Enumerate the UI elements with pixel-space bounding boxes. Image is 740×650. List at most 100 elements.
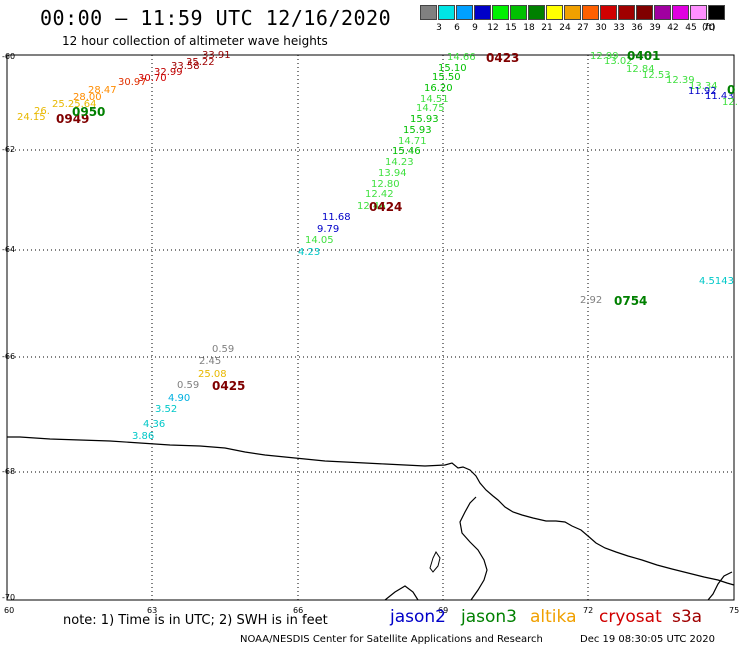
wave-height-reading: 12.53 [642, 70, 671, 81]
scale-label: 70 [703, 23, 715, 33]
wave-height-reading: 30.70 [138, 73, 167, 84]
pass-time-label: 0949 [56, 112, 90, 126]
scale-label: 12 [487, 23, 499, 33]
scale-swatch [636, 5, 653, 20]
wave-height-reading: 14.23 [385, 157, 414, 168]
scale-swatch [456, 5, 473, 20]
longitude-label: 60 [4, 606, 15, 615]
wave-height-reading: 28.00 [73, 92, 102, 103]
wave-height-reading: 12.39 [666, 75, 695, 86]
legend-jason3: jason3 [461, 607, 517, 627]
latitude-label: -60 [2, 52, 16, 61]
wave-height-reading: 14.71 [398, 136, 427, 147]
pass-time-label: 0754 [614, 294, 648, 308]
scale-label: 30 [595, 23, 607, 33]
wave-height-reading: 14.75 [416, 103, 445, 114]
coastline-east [707, 571, 733, 601]
wave-height-reading: 15.46 [392, 146, 421, 157]
map-frame [6, 54, 735, 601]
scale-swatch [582, 5, 599, 20]
scale-label: 42 [667, 23, 679, 33]
wave-height-reading: 35.22 [186, 57, 215, 68]
wave-height-reading: 15.93 [410, 114, 439, 125]
pass-time-label: 0950 [72, 105, 106, 119]
wave-height-reading: 4.90 [168, 393, 191, 404]
scale-swatch [690, 5, 707, 20]
wave-height-reading: 25.08 [198, 369, 227, 380]
wave-height-reading: 2.45 [199, 356, 222, 367]
wave-height-reading: 11.92 [688, 86, 717, 97]
scale-label: 24 [559, 23, 571, 33]
latitude-label: -68 [2, 467, 16, 476]
wave-height-reading: 15.93 [403, 125, 432, 136]
scale-label: 18 [523, 23, 535, 33]
latitude-label: -70 [2, 593, 16, 602]
scale-swatch [618, 5, 635, 20]
scale-swatch [564, 5, 581, 20]
coastline-inlet [459, 496, 488, 601]
scale-label: 3 [436, 23, 442, 33]
wave-height-reading: 15.10 [438, 63, 467, 74]
longitude-label: 63 [147, 606, 158, 615]
map-subtitle: 12 hour collection of altimeter wave hei… [62, 34, 328, 48]
footer-agency: NOAA/NESDIS Center for Satellite Applica… [240, 634, 543, 645]
scale-label: 21 [541, 23, 553, 33]
scale-swatch [654, 5, 671, 20]
wave-height-reading: 14.66 [447, 52, 476, 63]
note-text: note: 1) Time is in UTC; 2) SWH is in fe… [63, 613, 328, 628]
footer-timestamp: Dec 19 08:30:05 UTC 2020 [580, 634, 715, 645]
latitude-label: -66 [2, 352, 16, 361]
coastline [7, 436, 735, 586]
longitude-label: 72 [583, 606, 594, 615]
wave-height-reading: 15.50 [432, 72, 461, 83]
wave-height-reading: 11.43 [705, 91, 734, 102]
wave-height-reading: 16.20 [424, 83, 453, 94]
scale-label: 15 [505, 23, 517, 33]
wave-height-reading: 14.51 [420, 94, 449, 105]
legend-altika: altika [530, 607, 577, 627]
scale-swatch [492, 5, 509, 20]
scale-label: 27 [577, 23, 589, 33]
pass-time-label: 0423 [486, 51, 520, 65]
scale-swatch [528, 5, 545, 20]
coastline-islet [429, 551, 441, 573]
scale-swatch [510, 5, 527, 20]
wave-height-reading: 13.94 [378, 168, 407, 179]
scale-swatch [438, 5, 455, 20]
wave-height-reading: 13.34 [689, 81, 718, 92]
scale-swatch [546, 5, 563, 20]
wave-height-reading: 12.99 [590, 51, 619, 62]
coastline-south [384, 585, 419, 601]
wave-height-reading: 2.92 [580, 295, 603, 306]
wave-height-reading: 12.80 [371, 179, 400, 190]
legend-jason2: jason2 [390, 607, 446, 627]
scale-swatch [474, 5, 491, 20]
wave-height-reading: 4.5143 [699, 276, 734, 287]
scale-label: 9 [472, 23, 478, 33]
wave-height-reading: 0.59 [212, 344, 235, 355]
wave-height-reading: 0.59 [177, 380, 200, 391]
wave-height-reading: 12. [722, 97, 738, 108]
pass-time-label: 0424 [369, 200, 403, 214]
wave-height-reading: 12.84 [626, 64, 655, 75]
wave-height-reading: 3.86 [132, 431, 155, 442]
wave-height-reading: 32.99 [154, 67, 183, 78]
latitude-label: -64 [2, 245, 16, 254]
wave-height-reading: 4.23 [298, 247, 321, 258]
wave-height-reading: 13.02 [604, 56, 633, 67]
longitude-label: 69 [438, 606, 449, 615]
latitude-label: -62 [2, 145, 16, 154]
color-scale-legend: 3 6 9 12 15 18 21 24 27 30 33 36 39 42 45 70 (ft) [420, 5, 730, 37]
pass-time-label: 0425 [212, 379, 246, 393]
wave-height-reading: 33.91 [202, 50, 231, 61]
legend-s3a: s3a [672, 607, 703, 627]
wave-height-reading: 4.36 [143, 419, 166, 430]
wave-height-reading: 12.46 [357, 201, 386, 212]
wave-height-reading: 3.52 [155, 404, 178, 415]
scale-label: 36 [631, 23, 643, 33]
wave-height-reading: 11.68 [322, 212, 351, 223]
scale-swatch [420, 5, 437, 20]
legend-cryosat: cryosat [599, 607, 662, 627]
